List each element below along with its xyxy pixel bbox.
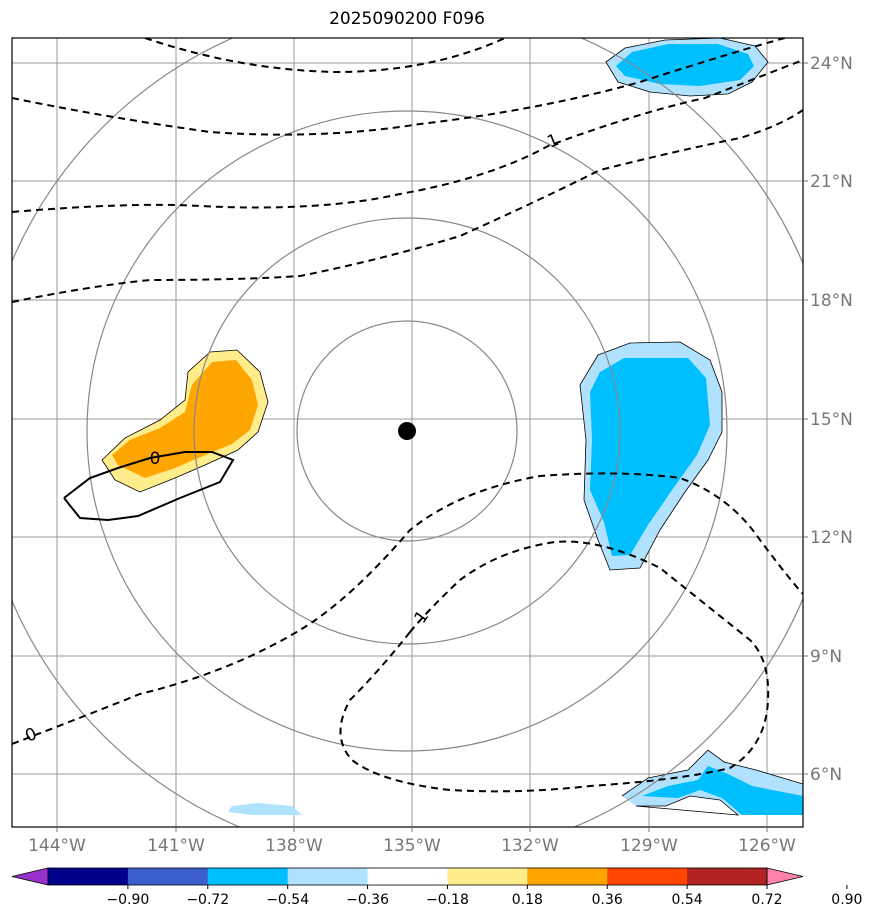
longitude-label: 132°W bbox=[501, 836, 559, 856]
colorbar-tick-label: −0.54 bbox=[266, 892, 309, 908]
colorbar-extend-high bbox=[766, 867, 804, 886]
longitude-label: 138°W bbox=[265, 836, 323, 856]
colorbar-tick-label: −0.72 bbox=[186, 892, 229, 908]
longitude-label: 126°W bbox=[738, 836, 796, 856]
colorbar-outline bbox=[47, 867, 768, 886]
map-title: 2025090200 F096 bbox=[329, 9, 485, 29]
contour-label: 0 bbox=[150, 449, 161, 469]
anomaly-deep-blue-patch-top bbox=[616, 44, 754, 86]
anomaly-deep-blue-patch-east bbox=[590, 358, 710, 556]
latitude-label: 18°N bbox=[810, 291, 853, 311]
longitude-ticks bbox=[56, 827, 768, 832]
colorbar-segment bbox=[207, 868, 289, 885]
colorbar-segment bbox=[447, 868, 528, 885]
anomaly-orange-patch-west bbox=[112, 360, 258, 478]
colorbar-segment bbox=[367, 868, 448, 885]
colorbar-tick-label: 0.72 bbox=[751, 892, 782, 908]
anomaly-fills bbox=[102, 38, 803, 815]
longitude-label: 144°W bbox=[28, 836, 86, 856]
dashed-contours bbox=[12, 38, 803, 793]
latitude-label: 21°N bbox=[810, 172, 853, 192]
map-frame bbox=[11, 37, 804, 828]
colorbar-segment bbox=[48, 868, 129, 885]
latitude-label: 6°N bbox=[810, 765, 842, 785]
colorbar-tick-label: −0.90 bbox=[106, 892, 149, 908]
colorbar-tick-label: 0.90 bbox=[831, 892, 862, 908]
colorbar-tick-label: −0.36 bbox=[346, 892, 389, 908]
range-rings bbox=[12, 38, 803, 827]
colorbar-extend-low bbox=[11, 867, 49, 886]
latitude-label: 24°N bbox=[810, 54, 853, 74]
colorbar: −0.90 −0.72 −0.54 −0.36 −0.18 0.18 0.36 0.54 0.7… bbox=[11, 867, 862, 908]
longitude-label: 129°W bbox=[620, 836, 678, 856]
colorbar-segment bbox=[127, 868, 209, 885]
fill-outlines bbox=[101, 38, 803, 816]
colorbar-segment bbox=[527, 868, 608, 885]
colorbar-segment bbox=[687, 868, 768, 885]
colorbar-tick-label: 0.36 bbox=[592, 892, 623, 908]
latitude-label: 12°N bbox=[810, 528, 853, 548]
anomaly-blue-strip-south bbox=[228, 803, 302, 815]
latitude-label: 9°N bbox=[810, 647, 842, 667]
colorbar-segment bbox=[287, 868, 369, 885]
colorbar-segment bbox=[607, 868, 688, 885]
colorbar-tick-label: 0.18 bbox=[512, 892, 543, 908]
anomaly-deep-blue-patch-southeast bbox=[642, 766, 803, 815]
latitude-ticks bbox=[803, 62, 808, 775]
colorbar-tick-label: −0.18 bbox=[426, 892, 469, 908]
longitude-label: 135°W bbox=[383, 836, 441, 856]
solid-zero-contour bbox=[63, 451, 235, 522]
map-plot-area: 1 0 1 0 bbox=[12, 38, 803, 827]
latitude-label: 15°N bbox=[810, 410, 853, 430]
storm-center-dot bbox=[398, 422, 416, 440]
colorbar-tick-label: 0.54 bbox=[672, 892, 703, 908]
longitude-label: 141°W bbox=[147, 836, 205, 856]
